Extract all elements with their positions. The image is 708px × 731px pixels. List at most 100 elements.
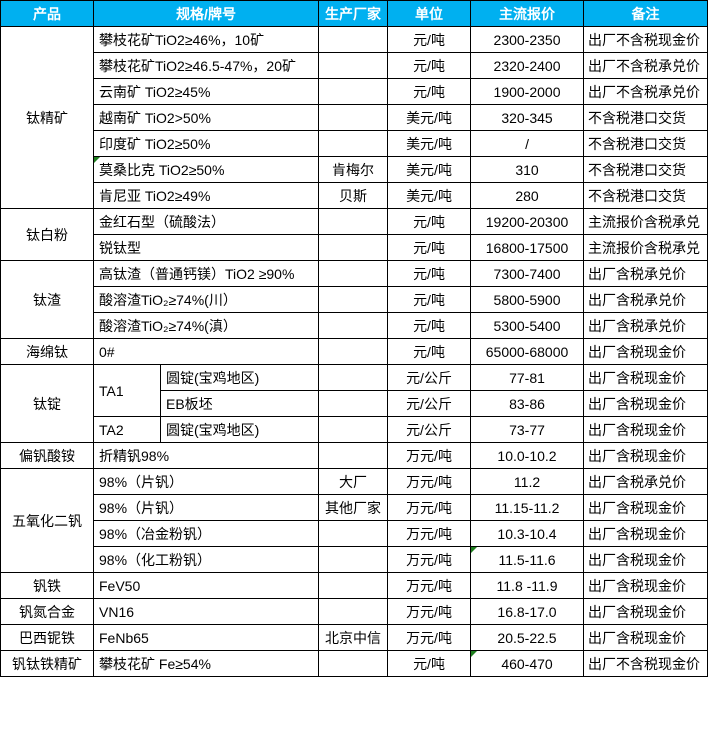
- unit-cell[interactable]: 元/吨: [387, 650, 472, 677]
- price-cell[interactable]: 460-470: [470, 650, 585, 677]
- manufacturer-cell[interactable]: [318, 338, 389, 365]
- remark-cell[interactable]: 出厂含税现金价: [583, 390, 708, 417]
- unit-cell[interactable]: 万元/吨: [387, 468, 472, 495]
- remark-cell[interactable]: 出厂含税现金价: [583, 416, 708, 443]
- unit-cell[interactable]: 美元/吨: [387, 104, 472, 131]
- header-remark[interactable]: 备注: [583, 0, 708, 27]
- unit-cell[interactable]: 元/公斤: [387, 416, 472, 443]
- remark-cell[interactable]: 不含税港口交货: [583, 130, 708, 157]
- manufacturer-cell[interactable]: [318, 130, 389, 157]
- header-unit[interactable]: 单位: [387, 0, 472, 27]
- remark-cell[interactable]: 出厂不含税现金价: [583, 26, 708, 53]
- subspec-cell[interactable]: EB板坯: [159, 390, 320, 417]
- manufacturer-cell[interactable]: [318, 364, 389, 391]
- unit-cell[interactable]: 万元/吨: [387, 546, 472, 573]
- product-cell[interactable]: 钒钛铁精矿: [0, 650, 94, 677]
- spec-cell[interactable]: 98%（片钒）: [92, 494, 320, 521]
- manufacturer-cell[interactable]: [318, 286, 389, 313]
- spec-cell[interactable]: 98%（片钒）: [92, 468, 320, 495]
- unit-cell[interactable]: 元/吨: [387, 234, 472, 261]
- spec-cell[interactable]: 高钛渣（普通钙镁）TiO2 ≥90%: [92, 260, 320, 287]
- unit-cell[interactable]: 美元/吨: [387, 130, 472, 157]
- product-cell[interactable]: 钒氮合金: [0, 598, 94, 625]
- price-cell[interactable]: 83-86: [470, 390, 585, 417]
- manufacturer-cell[interactable]: [318, 442, 389, 469]
- subspec-cell[interactable]: 圆锭(宝鸡地区): [159, 364, 320, 391]
- grade-cell[interactable]: TA2: [93, 416, 161, 443]
- price-cell[interactable]: 10.0-10.2: [470, 442, 585, 469]
- unit-cell[interactable]: 元/吨: [387, 312, 472, 339]
- spec-cell[interactable]: 印度矿 TiO2≥50%: [92, 130, 320, 157]
- manufacturer-cell[interactable]: [318, 650, 389, 677]
- manufacturer-cell[interactable]: [318, 52, 389, 79]
- manufacturer-cell[interactable]: [318, 260, 389, 287]
- price-cell[interactable]: 7300-7400: [470, 260, 585, 287]
- unit-cell[interactable]: 元/吨: [387, 208, 472, 235]
- price-cell[interactable]: 20.5-22.5: [470, 624, 585, 651]
- manufacturer-cell[interactable]: 大厂: [318, 468, 389, 495]
- unit-cell[interactable]: 美元/吨: [387, 182, 472, 209]
- unit-cell[interactable]: 万元/吨: [387, 624, 472, 651]
- spec-cell[interactable]: 攀枝花矿TiO2≥46%，10矿: [92, 26, 320, 53]
- manufacturer-cell[interactable]: [318, 26, 389, 53]
- price-cell[interactable]: 16800-17500: [470, 234, 585, 261]
- price-cell[interactable]: 73-77: [470, 416, 585, 443]
- price-cell[interactable]: 5800-5900: [470, 286, 585, 313]
- unit-cell[interactable]: 元/吨: [387, 26, 472, 53]
- spec-cell[interactable]: 攀枝花矿TiO2≥46.5-47%，20矿: [92, 52, 320, 79]
- unit-cell[interactable]: 元/公斤: [387, 390, 472, 417]
- unit-cell[interactable]: 元/吨: [387, 52, 472, 79]
- spec-cell[interactable]: 攀枝花矿 Fe≥54%: [92, 650, 320, 677]
- spec-cell[interactable]: 酸溶渣TiO₂≥74%(川）: [92, 286, 320, 313]
- remark-cell[interactable]: 不含税港口交货: [583, 104, 708, 131]
- remark-cell[interactable]: 不含税港口交货: [583, 182, 708, 209]
- subspec-cell[interactable]: 圆锭(宝鸡地区): [159, 416, 320, 443]
- remark-cell[interactable]: 出厂含税承兑价: [583, 286, 708, 313]
- manufacturer-cell[interactable]: 北京中信: [318, 624, 389, 651]
- manufacturer-cell[interactable]: [318, 312, 389, 339]
- manufacturer-cell[interactable]: [318, 572, 389, 599]
- remark-cell[interactable]: 出厂含税现金价: [583, 598, 708, 625]
- spec-cell[interactable]: 莫桑比克 TiO2≥50%: [92, 156, 320, 183]
- manufacturer-cell[interactable]: [318, 234, 389, 261]
- price-cell[interactable]: 65000-68000: [470, 338, 585, 365]
- remark-cell[interactable]: 出厂含税现金价: [583, 520, 708, 547]
- price-cell[interactable]: 11.15-11.2: [470, 494, 585, 521]
- price-cell[interactable]: 320-345: [470, 104, 585, 131]
- grade-cell[interactable]: TA1: [93, 364, 161, 417]
- product-cell[interactable]: 偏钒酸铵: [0, 442, 94, 469]
- unit-cell[interactable]: 元/吨: [387, 260, 472, 287]
- spec-cell[interactable]: VN16: [92, 598, 320, 625]
- spec-cell[interactable]: 肯尼亚 TiO2≥49%: [92, 182, 320, 209]
- price-cell[interactable]: 1900-2000: [470, 78, 585, 105]
- product-cell[interactable]: 钛渣: [0, 260, 94, 339]
- header-manufacturer[interactable]: 生产厂家: [318, 0, 389, 27]
- manufacturer-cell[interactable]: [318, 104, 389, 131]
- product-cell[interactable]: 钛白粉: [0, 208, 94, 261]
- price-cell[interactable]: 10.3-10.4: [470, 520, 585, 547]
- price-cell[interactable]: 11.2: [470, 468, 585, 495]
- remark-cell[interactable]: 出厂含税现金价: [583, 572, 708, 599]
- unit-cell[interactable]: 万元/吨: [387, 520, 472, 547]
- remark-cell[interactable]: 不含税港口交货: [583, 156, 708, 183]
- remark-cell[interactable]: 出厂含税现金价: [583, 546, 708, 573]
- manufacturer-cell[interactable]: 贝斯: [318, 182, 389, 209]
- spec-cell[interactable]: 折精钒98%: [92, 442, 320, 469]
- unit-cell[interactable]: 万元/吨: [387, 494, 472, 521]
- price-cell[interactable]: 77-81: [470, 364, 585, 391]
- price-cell[interactable]: 16.8-17.0: [470, 598, 585, 625]
- spec-cell[interactable]: FeNb65: [92, 624, 320, 651]
- price-cell[interactable]: 310: [470, 156, 585, 183]
- manufacturer-cell[interactable]: [318, 598, 389, 625]
- remark-cell[interactable]: 出厂含税现金价: [583, 494, 708, 521]
- unit-cell[interactable]: 元/吨: [387, 286, 472, 313]
- remark-cell[interactable]: 出厂含税承兑价: [583, 312, 708, 339]
- price-cell[interactable]: /: [470, 130, 585, 157]
- spec-cell[interactable]: 酸溶渣TiO₂≥74%(滇）: [92, 312, 320, 339]
- unit-cell[interactable]: 美元/吨: [387, 156, 472, 183]
- header-spec[interactable]: 规格/牌号: [92, 0, 320, 27]
- remark-cell[interactable]: 出厂不含税承兑价: [583, 78, 708, 105]
- product-cell[interactable]: 海绵钛: [0, 338, 94, 365]
- spec-cell[interactable]: 锐钛型: [92, 234, 320, 261]
- remark-cell[interactable]: 主流报价含税承兑: [583, 208, 708, 235]
